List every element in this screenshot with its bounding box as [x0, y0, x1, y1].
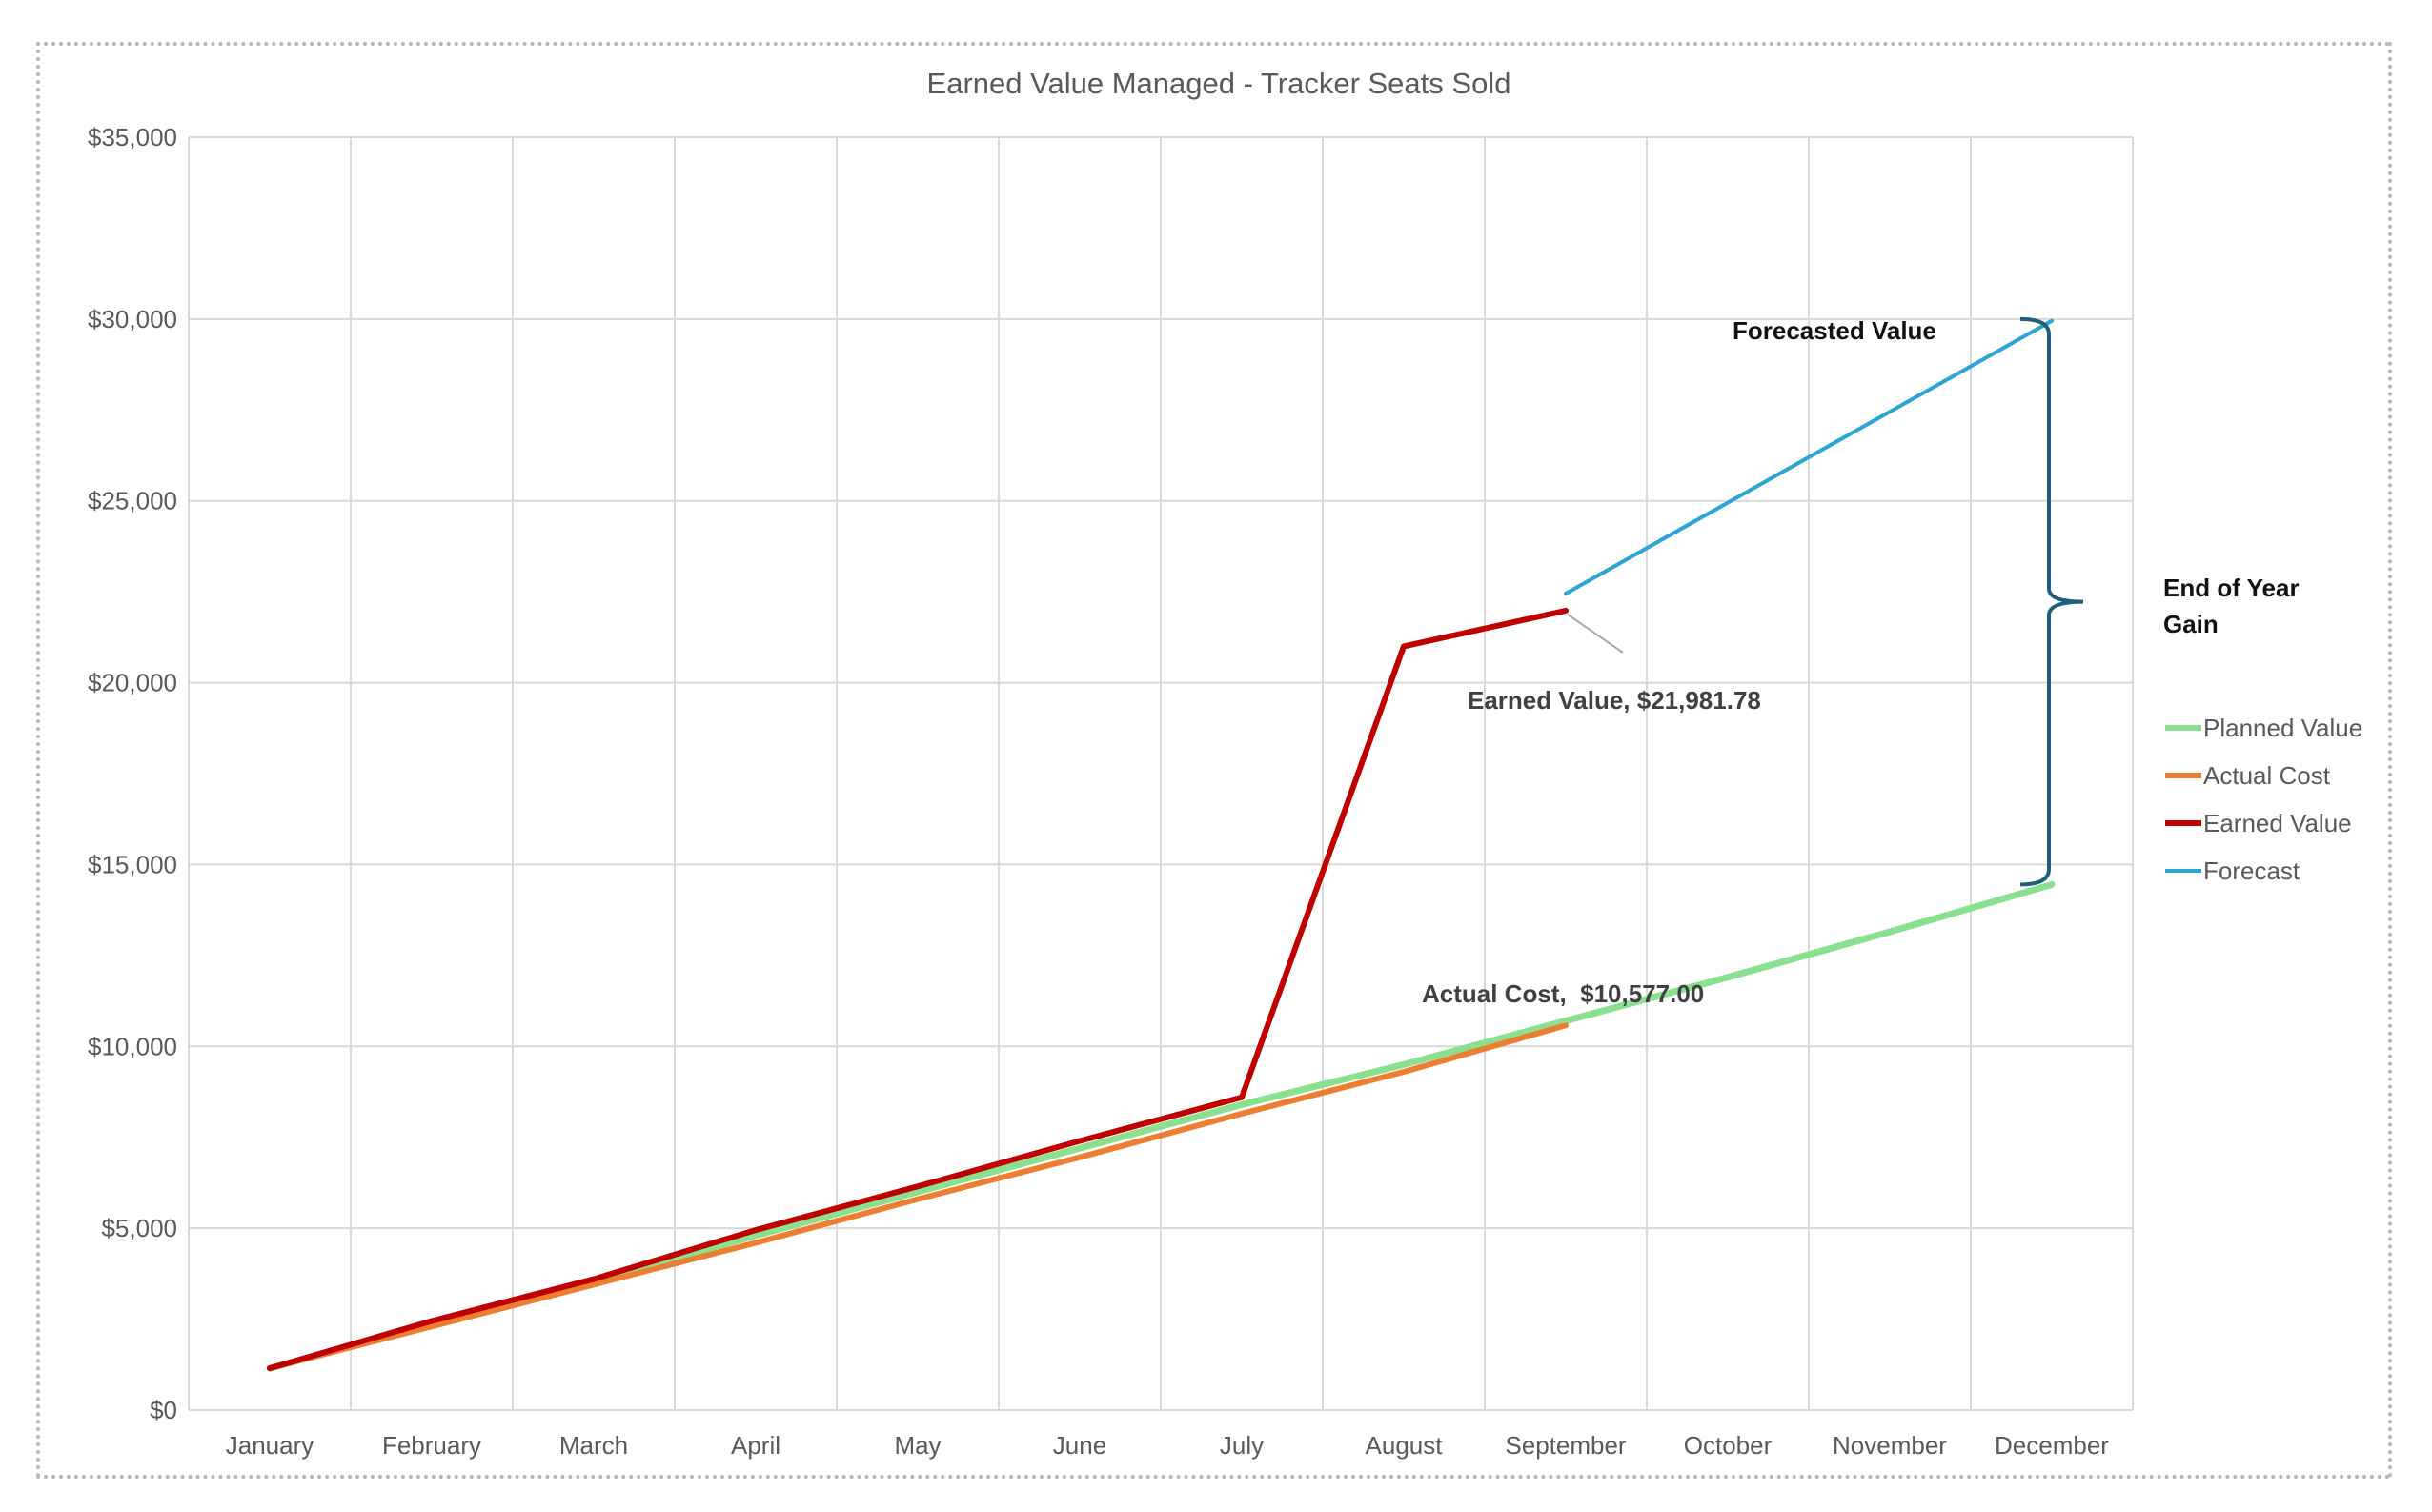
point-earned-value-july: [1241, 1097, 1243, 1099]
y-tick-label-30000: $30,000: [88, 305, 177, 333]
point-forecast-november: [1889, 411, 1891, 413]
point-forecast-october: [1727, 502, 1729, 504]
x-tick-label-september: September: [1505, 1431, 1627, 1460]
point-actual-cost-february: [431, 1325, 433, 1327]
point-earned-value-june: [1079, 1140, 1081, 1142]
point-planned-value-august: [1403, 1063, 1405, 1065]
point-actual-cost-april: [755, 1241, 757, 1243]
point-actual-cost-march: [593, 1283, 595, 1285]
point-forecast-december: [2051, 320, 2053, 322]
legend-label-forecast: Forecast: [2203, 857, 2300, 885]
chart-frame: Earned Value Managed - Tracker Seats Sol…: [36, 42, 2392, 1479]
x-tick-label-november: November: [1833, 1431, 1947, 1460]
y-tick-label-15000: $15,000: [88, 850, 177, 878]
point-planned-value-may: [917, 1191, 919, 1193]
chart-svg: Earned Value Managed - Tracker Seats Sol…: [88, 67, 2362, 1460]
x-tick-label-april: April: [731, 1431, 780, 1460]
point-earned-value-march: [593, 1279, 595, 1280]
legend-label-earned-value: Earned Value: [2203, 809, 2352, 837]
point-actual-cost-june: [1079, 1157, 1081, 1159]
earned-value-leader-line: [1567, 614, 1624, 654]
x-axis-tick-labels: January February March April May June July Augu…: [226, 1431, 2110, 1460]
end-of-year-gain-bracket: [2019, 316, 2084, 887]
point-actual-cost-may: [917, 1199, 919, 1200]
point-earned-value-february: [431, 1320, 433, 1321]
point-earned-value-january: [269, 1367, 271, 1369]
point-planned-value-june: [1079, 1147, 1081, 1149]
forecasted-value-label: Forecasted Value: [1733, 316, 1936, 345]
legend: Planned Value Actual Cost Earned Value Fore…: [2165, 714, 2362, 885]
x-tick-label-march: March: [559, 1431, 628, 1460]
x-tick-label-october: October: [1684, 1431, 1773, 1460]
point-planned-value-november: [1889, 931, 1891, 933]
end-of-year-gain-line-2: Gain: [2163, 610, 2219, 638]
gridlines: [188, 136, 2134, 1411]
point-actual-cost-august: [1403, 1071, 1405, 1073]
point-actual-cost-september: [1565, 1024, 1567, 1026]
point-earned-value-september: [1565, 610, 1567, 612]
point-planned-value-september: [1565, 1020, 1567, 1022]
y-tick-label-5000: $5,000: [101, 1214, 177, 1242]
x-tick-label-january: January: [226, 1431, 314, 1460]
y-tick-label-0: $0: [150, 1396, 177, 1424]
x-tick-label-june: June: [1053, 1431, 1106, 1460]
point-earned-value-august: [1403, 645, 1405, 647]
point-earned-value-may: [917, 1185, 919, 1187]
actual-cost-data-label: Actual Cost, $10,577.00: [1422, 979, 1704, 1008]
point-earned-value-april: [755, 1229, 757, 1231]
x-tick-label-december: December: [1995, 1431, 2109, 1460]
y-tick-label-25000: $25,000: [88, 487, 177, 515]
x-tick-label-august: August: [1366, 1431, 1444, 1460]
point-actual-cost-july: [1241, 1113, 1243, 1115]
series-line-earned-value: [267, 607, 1569, 1372]
x-tick-label-february: February: [382, 1431, 481, 1460]
end-of-year-gain-label: End of Year Gain: [2163, 574, 2300, 638]
legend-label-planned-value: Planned Value: [2203, 714, 2362, 742]
y-axis-tick-labels: $0 $5,000 $10,000 $15,000 $20,000 $25,000 $30,…: [88, 123, 177, 1424]
point-planned-value-october: [1727, 977, 1729, 978]
earned-value-data-label: Earned Value, $21,981.78: [1468, 686, 1761, 715]
end-of-year-gain-line-1: End of Year: [2163, 574, 2300, 602]
point-planned-value-april: [755, 1235, 757, 1237]
series-line-forecast: [1564, 318, 2054, 596]
annotations: Earned Value, $21,981.78 Actual Cost, $10…: [1422, 316, 2300, 1008]
series-lines: [266, 318, 2056, 1372]
y-tick-label-35000: $35,000: [88, 123, 177, 151]
y-tick-label-10000: $10,000: [88, 1032, 177, 1060]
y-tick-label-20000: $20,000: [88, 669, 177, 697]
point-forecast-september: [1565, 593, 1567, 595]
x-tick-label-may: May: [894, 1431, 941, 1460]
point-planned-value-july: [1241, 1103, 1243, 1105]
series-line-actual-cost: [267, 1022, 1569, 1372]
chart-title: Earned Value Managed - Tracker Seats Sol…: [927, 67, 1511, 100]
point-planned-value-december: [2051, 883, 2053, 885]
x-tick-label-july: July: [1220, 1431, 1264, 1460]
legend-label-actual-cost: Actual Cost: [2203, 761, 2331, 790]
